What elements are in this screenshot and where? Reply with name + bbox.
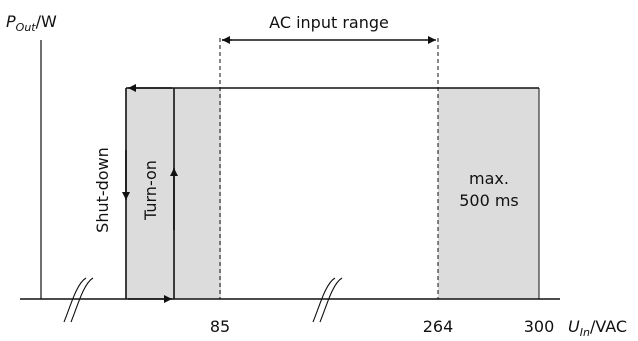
x-axis-label: UIn/VAC <box>568 317 627 339</box>
tick-label-264: 264 <box>423 317 454 336</box>
axis-break-icon <box>312 277 343 323</box>
shaded-overvoltage-region <box>438 88 539 299</box>
y-axis-label-unit: /W <box>36 12 57 31</box>
shutdown-label: Shut-down <box>93 147 112 233</box>
y-axis-label-sub: Out <box>16 21 37 34</box>
y-axis-label-main: P <box>6 12 16 31</box>
turnon-label: Turn-on <box>141 160 160 221</box>
max-duration-label-line2: 500 ms <box>459 191 519 210</box>
ac-input-range-label: AC input range <box>269 13 389 32</box>
max-duration-label-line1: max. <box>469 169 509 188</box>
axis-break-icon <box>63 277 94 323</box>
tick-label-300: 300 <box>524 317 555 336</box>
x-axis-label-main: U <box>568 317 580 336</box>
x-axis-label-sub: In <box>580 326 590 339</box>
x-axis-label-unit: /VAC <box>590 317 627 336</box>
y-axis-label: POut/W <box>6 12 57 34</box>
tick-label-85: 85 <box>210 317 230 336</box>
